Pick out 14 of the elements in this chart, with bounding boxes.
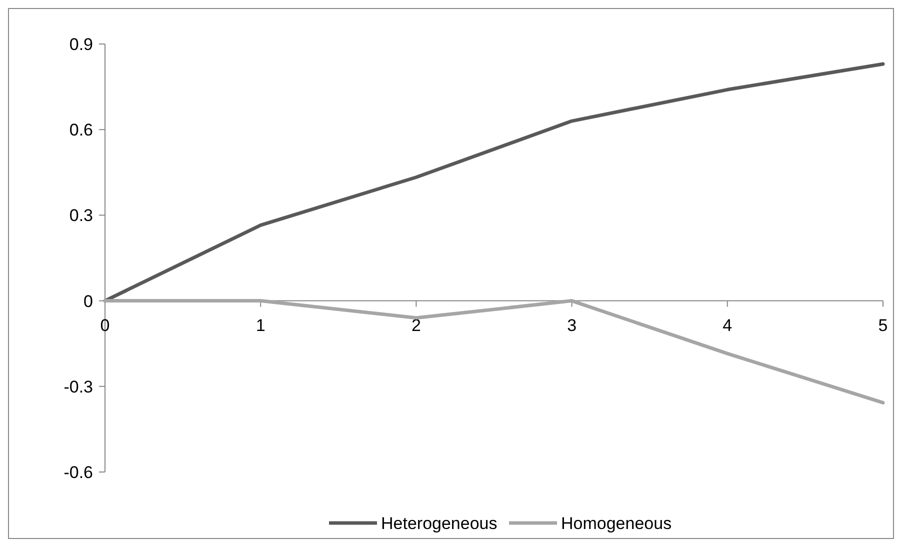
x-tick-label: 3	[567, 316, 577, 335]
y-tick-label: -0.3	[64, 377, 93, 396]
legend-label: Homogeneous	[561, 514, 672, 533]
x-tick-label: 1	[256, 316, 266, 335]
x-tick-label: 0	[100, 316, 110, 335]
y-tick-label: -0.6	[64, 462, 93, 482]
y-tick-label: 0.6	[69, 120, 93, 140]
x-tick-label: 4	[722, 316, 732, 335]
y-tick-label: 0	[84, 292, 93, 311]
x-tick-label: 2	[411, 316, 421, 335]
x-tick-label: 5	[878, 316, 888, 335]
y-tick-label: 0.9	[69, 34, 93, 54]
y-tick-label: 0.3	[69, 206, 93, 226]
legend-label: Heterogeneous	[381, 514, 498, 533]
